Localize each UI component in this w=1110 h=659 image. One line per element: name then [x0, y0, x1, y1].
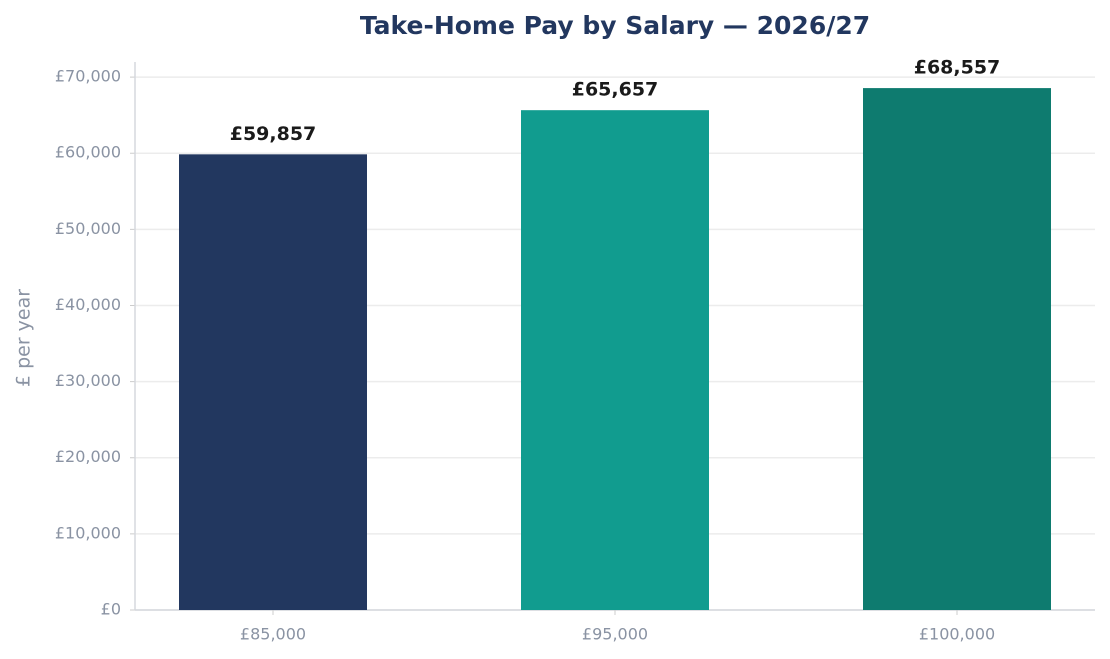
y-tick-label: £10,000: [55, 523, 121, 542]
value-label: £68,557: [914, 57, 1001, 79]
bar: [863, 88, 1051, 611]
value-label: £59,857: [230, 123, 317, 145]
y-tick-label: £60,000: [55, 143, 121, 162]
y-tick-label: £50,000: [55, 219, 121, 238]
y-tick-label: £0: [101, 600, 121, 619]
bar: [521, 110, 709, 610]
x-tick-label: £100,000: [919, 625, 995, 644]
chart-title: Take-Home Pay by Salary — 2026/27: [360, 11, 870, 40]
y-tick-label: £30,000: [55, 371, 121, 390]
y-axis-label: £ per year: [13, 289, 35, 387]
y-tick-label: £70,000: [55, 67, 121, 86]
x-tick-label: £85,000: [240, 625, 306, 644]
value-label: £65,657: [572, 79, 659, 101]
bar: [179, 154, 367, 611]
y-tick-label: £20,000: [55, 447, 121, 466]
x-tick-label: £95,000: [582, 625, 648, 644]
y-tick-label: £40,000: [55, 295, 121, 314]
